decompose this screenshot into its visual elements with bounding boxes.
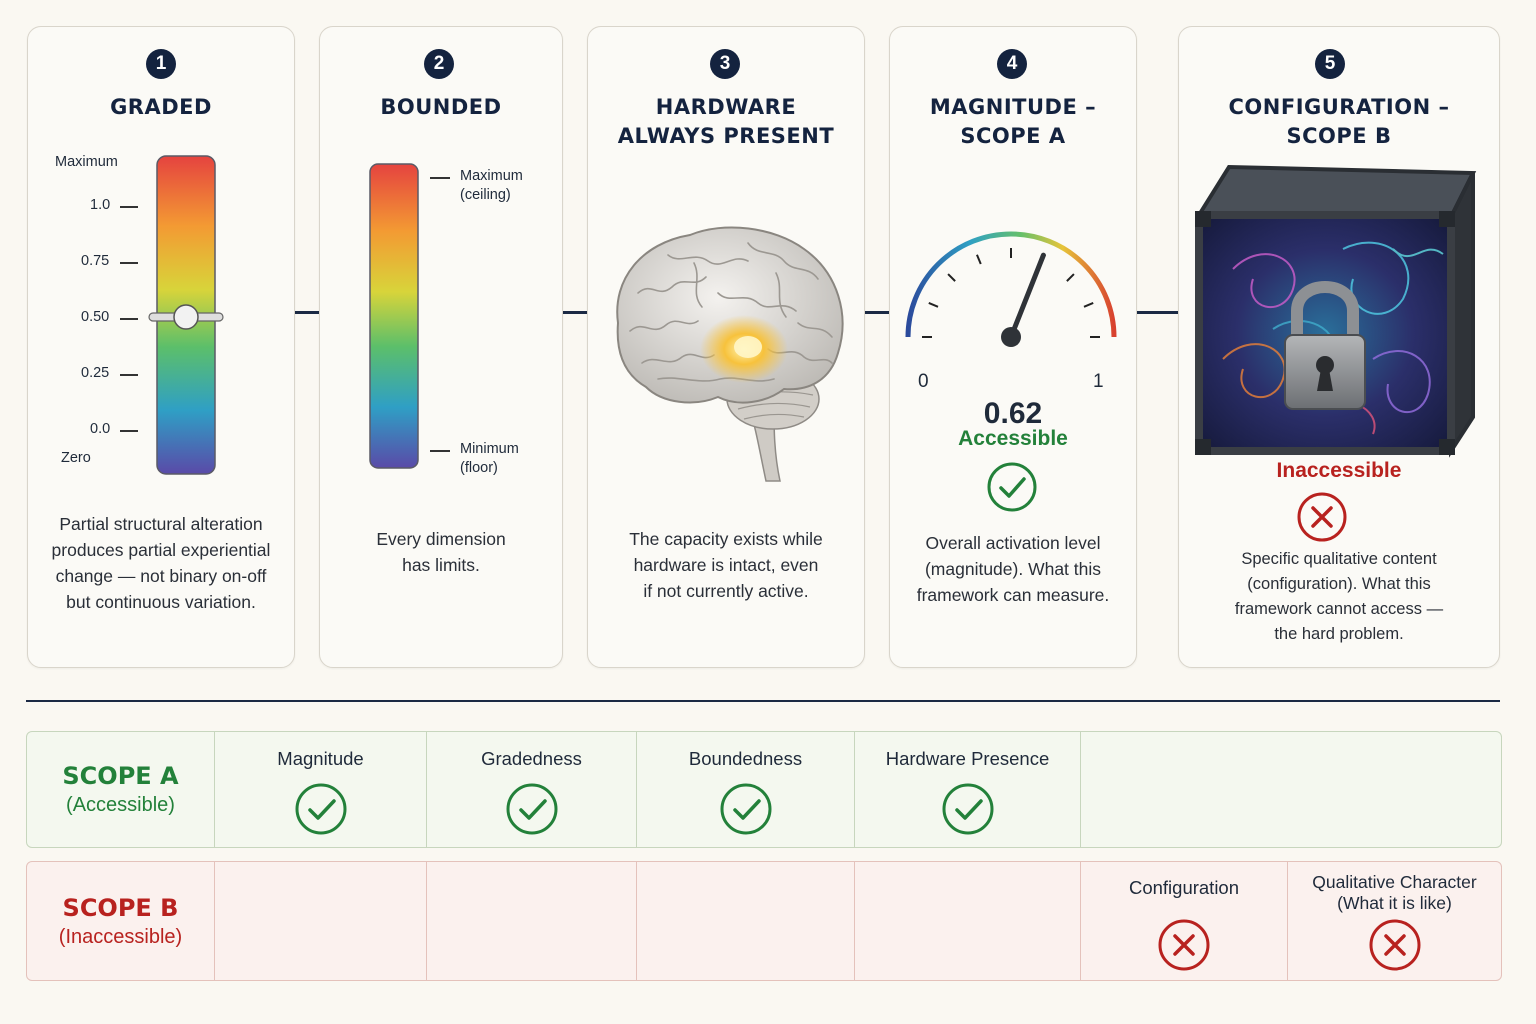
scope-a-cell-magnitude: Magnitude <box>215 732 427 847</box>
step-number: 2 <box>424 49 454 79</box>
step-number: 5 <box>1315 49 1345 79</box>
tick-mark <box>120 318 138 320</box>
scope-a-header: SCOPE A (Accessible) <box>27 732 215 847</box>
gauge-tick <box>928 302 939 308</box>
locked-box-icon <box>1195 164 1477 458</box>
bounded-scale-bar <box>369 163 419 469</box>
tick-label: 0.25 <box>81 365 110 381</box>
tick-label: 0.75 <box>81 253 110 269</box>
card-description: Specific qualitative content (configurat… <box>1234 550 1444 643</box>
connector-4-5 <box>1136 311 1178 314</box>
max-marker <box>430 177 450 179</box>
scope-a-cell-hardware-presence: Hardware Presence <box>855 732 1081 847</box>
min-marker <box>430 450 450 452</box>
card-title: BOUNDED <box>380 95 502 119</box>
card-title: GRADED <box>110 95 212 119</box>
magnitude-gauge <box>905 231 1117 347</box>
section-divider <box>26 700 1500 702</box>
scope-b-cell-empty <box>215 862 427 980</box>
gauge-max-label: 1 <box>1093 371 1104 392</box>
scale-bottom-label: Zero <box>61 450 91 466</box>
card-description: Overall activation level (magnitude). Wh… <box>916 533 1110 605</box>
gauge-tick <box>1066 273 1075 282</box>
card-configuration: 5 CONFIGURATION – SCOPE B <box>1178 26 1500 668</box>
scope-b-cell-empty <box>855 862 1081 980</box>
card-hardware: 3 HARDWARE ALWAYS PRESENT <box>587 26 865 668</box>
scale-top-label: Maximum <box>55 154 118 170</box>
card-description: Partial structural alteration produces p… <box>51 514 271 612</box>
card-title: CONFIGURATION – SCOPE B <box>1228 95 1450 148</box>
tick-mark <box>120 430 138 432</box>
card-graded: 1 GRADED Maximum Zero 1.0 0.75 0.50 0.25… <box>27 26 295 668</box>
scope-b-cell-configuration: Configuration <box>1081 862 1288 980</box>
gauge-tick <box>1083 302 1094 308</box>
step-number: 1 <box>146 49 176 79</box>
gauge-tick <box>947 273 956 282</box>
connector-3-4 <box>863 311 889 314</box>
gauge-min-label: 0 <box>918 371 929 392</box>
connector-1-2 <box>294 311 320 314</box>
card-description: The capacity exists while hardware is in… <box>629 529 823 601</box>
card-title: MAGNITUDE – SCOPE A <box>929 95 1097 148</box>
tick-label: 1.0 <box>90 197 111 213</box>
check-circle-icon <box>295 783 346 835</box>
card-magnitude: 4 MAGNITUDE – SCOPE A 0 1 0.62 Accessibl… <box>889 26 1137 668</box>
card-description: Every dimension has limits. <box>376 529 506 575</box>
gauge-tick <box>976 254 982 265</box>
x-circle-icon <box>1158 919 1210 971</box>
x-circle-icon <box>1369 919 1420 971</box>
tick-mark <box>120 206 138 208</box>
connector-2-3 <box>561 311 587 314</box>
slider-handle[interactable] <box>146 303 226 333</box>
gauge-needle <box>1008 252 1046 340</box>
min-label: Minimum (floor) <box>460 441 519 476</box>
check-circle-icon <box>720 783 771 835</box>
scope-b-cell-qualitative-character: Qualitative Character (What it is like) <box>1288 862 1501 980</box>
check-circle-icon <box>506 783 557 835</box>
step-number: 3 <box>710 49 740 79</box>
card-bounded: 2 BOUNDED Maximum (ceiling) Minimum (flo… <box>319 26 563 668</box>
max-label: Maximum (ceiling) <box>460 168 523 203</box>
scope-b-row: SCOPE B (Inaccessible) Configuration Qua… <box>26 861 1502 981</box>
tick-mark <box>120 374 138 376</box>
scope-a-cell-empty <box>1081 732 1501 847</box>
card-title: HARDWARE ALWAYS PRESENT <box>617 95 835 148</box>
step-number: 4 <box>997 49 1027 79</box>
scope-b-cell-empty <box>637 862 855 980</box>
brain-icon <box>616 226 844 482</box>
check-circle-icon <box>942 783 993 835</box>
status-label: Accessible <box>958 427 1068 450</box>
check-circle-icon <box>987 462 1037 512</box>
scope-a-cell-boundedness: Boundedness <box>637 732 855 847</box>
scope-b-cell-empty <box>427 862 637 980</box>
scope-a-row: SCOPE A (Accessible) Magnitude Gradednes… <box>26 731 1502 848</box>
x-circle-icon <box>1297 492 1347 542</box>
scope-b-header: SCOPE B (Inaccessible) <box>27 862 215 980</box>
tick-label: 0.0 <box>90 421 111 437</box>
tick-label: 0.50 <box>81 309 110 325</box>
tick-mark <box>120 262 138 264</box>
status-label: Inaccessible <box>1276 459 1402 482</box>
scope-a-cell-gradedness: Gradedness <box>427 732 637 847</box>
gauge-value: 0.62 <box>983 397 1043 430</box>
